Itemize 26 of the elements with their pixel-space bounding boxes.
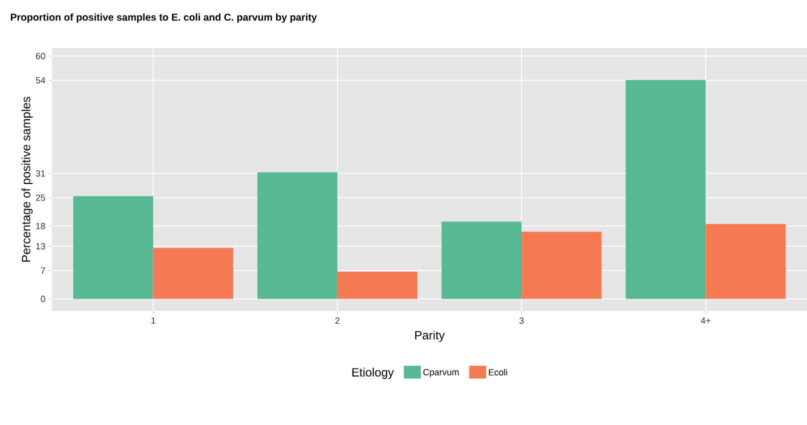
bar bbox=[337, 272, 418, 299]
bar bbox=[257, 172, 338, 299]
legend-title: Etiology bbox=[352, 368, 394, 379]
bar bbox=[442, 222, 522, 299]
y-tick-label: 0 bbox=[40, 296, 46, 302]
x-tick-label: 3 bbox=[519, 318, 524, 324]
y-tick-label: 60 bbox=[36, 52, 46, 60]
y-tick-label: 13 bbox=[36, 243, 46, 250]
x-tick-label: 2 bbox=[335, 318, 340, 324]
bar bbox=[522, 232, 602, 299]
y-axis-title: Percentage of positive samples bbox=[22, 96, 33, 262]
chart-title: Proportion of positive samples to E. coli and C. parvum by parity bbox=[10, 13, 317, 23]
bar bbox=[706, 224, 786, 299]
x-tick-label: 1 bbox=[151, 318, 156, 324]
bar bbox=[626, 80, 706, 299]
y-tick-label: 31 bbox=[36, 170, 46, 177]
y-tick-label: 7 bbox=[40, 267, 46, 274]
legend-label: Ecoli bbox=[488, 368, 508, 376]
x-axis-title: Parity bbox=[415, 330, 445, 342]
x-tick-label: 4+ bbox=[700, 318, 710, 324]
bar bbox=[73, 196, 154, 299]
bar bbox=[153, 248, 234, 299]
legend-label: Cparvum bbox=[423, 368, 459, 378]
y-tick-label: 25 bbox=[36, 194, 46, 201]
y-tick-label: 18 bbox=[36, 222, 46, 230]
y-tick-label: 54 bbox=[36, 77, 46, 84]
